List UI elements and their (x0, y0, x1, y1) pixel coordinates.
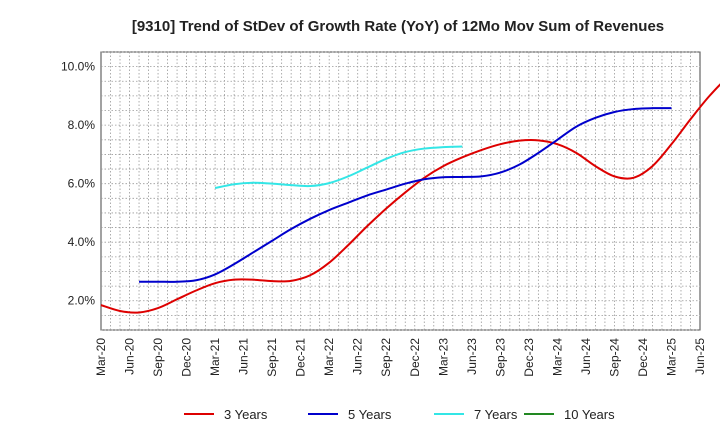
series-line-7-years (214, 145, 463, 190)
x-tick-label: Mar-23 (436, 338, 450, 376)
x-tick-label: Sep-21 (265, 338, 279, 377)
plot-area (100, 51, 701, 331)
x-tick-label: Jun-24 (579, 338, 593, 375)
x-tick-label: Jun-21 (237, 338, 251, 375)
x-tick-label: Mar-24 (550, 338, 564, 376)
x-tick-label: Jun-23 (465, 338, 479, 375)
legend: 3 Years 5 Years 7 Years 10 Years (184, 407, 615, 422)
x-tick-label: Dec-24 (636, 338, 650, 377)
x-tick-label: Jun-20 (123, 338, 137, 375)
x-tick-label: Mar-25 (664, 338, 678, 376)
y-tick-label: 10.0% (61, 60, 95, 74)
x-tick-label: Sep-20 (151, 338, 165, 377)
x-tick-label: Sep-23 (493, 338, 507, 377)
x-tick-label: Sep-22 (379, 338, 393, 377)
legend-item-5-years: 5 Years (308, 407, 392, 422)
grid (100, 51, 701, 331)
legend-label: 5 Years (348, 407, 392, 422)
y-tick-label: 8.0% (68, 118, 96, 132)
x-tick-label: Jun-25 (693, 338, 707, 375)
x-tick-label: Sep-24 (607, 338, 621, 377)
series-line-5-years (139, 107, 672, 283)
y-tick-label: 2.0% (68, 294, 96, 308)
legend-label: 7 Years (474, 407, 518, 422)
legend-label: 10 Years (564, 407, 615, 422)
legend-label: 3 Years (224, 407, 268, 422)
series-lines (100, 83, 720, 314)
series-line-3-years (100, 83, 720, 314)
x-tick-label: Mar-20 (94, 338, 108, 376)
legend-item-7-years: 7 Years (434, 407, 518, 422)
x-tick-label: Dec-21 (294, 338, 308, 377)
x-tick-label: Dec-20 (180, 338, 194, 377)
x-tick-label: Dec-23 (522, 338, 536, 377)
x-tick-label: Mar-22 (322, 338, 336, 376)
x-tick-label: Mar-21 (208, 338, 222, 376)
legend-item-3-years: 3 Years (184, 407, 268, 422)
y-tick-label: 6.0% (68, 177, 96, 191)
legend-item-10-years: 10 Years (524, 407, 615, 422)
y-tick-label: 4.0% (68, 235, 96, 249)
x-tick-label: Dec-22 (408, 338, 422, 377)
chart-title: [9310] Trend of StDev of Growth Rate (Yo… (132, 18, 664, 35)
x-tick-label: Jun-22 (351, 338, 365, 375)
axes: 2.0% 4.0% 6.0% 8.0% 10.0% Mar-20 Jun-20 Sep-20 D… (61, 60, 707, 377)
